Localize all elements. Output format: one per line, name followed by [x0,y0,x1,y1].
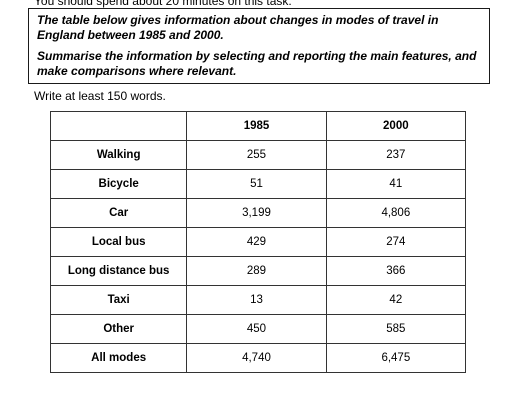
table-header-row: 1985 2000 [49,111,467,141]
value-2000: 585 [325,314,467,344]
row-label: Long distance bus [49,256,188,286]
value-2000: 42 [325,285,467,315]
travel-modes-table: 1985 2000 Walking 255 237 Bicycle 51 41 … [49,111,467,373]
value-1985: 13 [186,285,327,315]
row-label: Car [49,198,188,228]
value-2000: 41 [325,169,467,199]
value-1985: 429 [186,227,327,257]
value-1985: 255 [186,140,327,170]
table-row: Long distance bus 289 366 [49,256,467,286]
word-count-instruction: Write at least 150 words. [34,89,166,103]
table-row-total: All modes 4,740 6,475 [49,343,467,373]
value-2000: 4,806 [325,198,467,228]
value-1985: 3,199 [186,198,327,228]
value-1985: 51 [186,169,327,199]
task-prompt-box: The table below gives information about … [28,8,490,84]
table-row: Taxi 13 42 [49,285,467,315]
row-label: Taxi [49,285,188,315]
row-label: Other [49,314,188,344]
row-label: Local bus [49,227,188,257]
table-row: Walking 255 237 [49,140,467,170]
header-cell-1985: 1985 [186,111,327,141]
value-1985: 450 [186,314,327,344]
value-2000: 237 [325,140,467,170]
row-label: All modes [49,343,188,373]
value-2000: 6,475 [325,343,467,373]
value-2000: 274 [325,227,467,257]
row-label: Bicycle [49,169,188,199]
value-2000: 366 [325,256,467,286]
time-instruction: You should spend about 20 minutes on thi… [34,0,292,8]
task-description: The table below gives information about … [37,13,439,42]
header-cell-2000: 2000 [325,111,467,141]
value-1985: 4,740 [186,343,327,373]
header-cell-empty [49,111,188,141]
table-row: Local bus 429 274 [49,227,467,257]
table-row: Car 3,199 4,806 [49,198,467,228]
value-1985: 289 [186,256,327,286]
table-row: Bicycle 51 41 [49,169,467,199]
table-row: Other 450 585 [49,314,467,344]
task-requirement: Summarise the information by selecting a… [37,49,477,78]
row-label: Walking [49,140,188,170]
